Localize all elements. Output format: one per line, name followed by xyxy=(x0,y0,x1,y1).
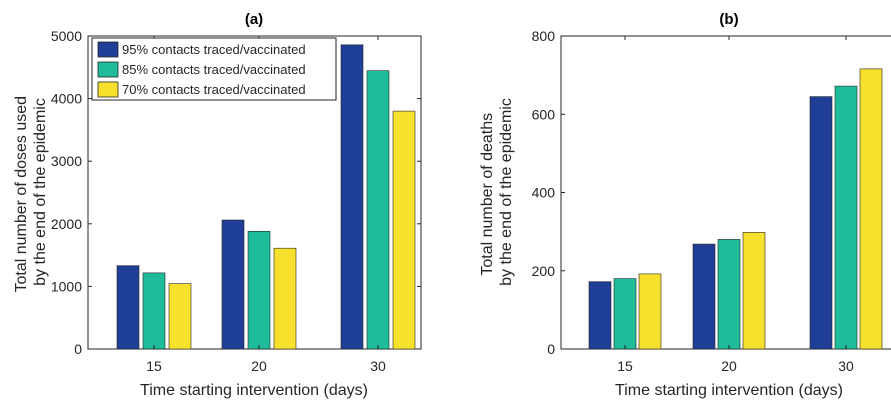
bar-panel-b-series-1-30 xyxy=(834,85,858,350)
bar-panel-a-series-1-20 xyxy=(247,231,271,350)
y-tick-label-a-5000: 5000 xyxy=(51,28,82,44)
panel-a-bars xyxy=(116,44,416,350)
bar-panel-b-series-0-15 xyxy=(588,281,612,350)
panel-a-y-axis-label: Total number of doses used by the end of… xyxy=(13,91,49,292)
y-tick-label-b-600: 600 xyxy=(532,106,556,122)
x-tick-label-b-30: 30 xyxy=(838,358,854,374)
bar-panel-b-series-2-30 xyxy=(859,68,883,350)
panel-a-y-axis-label-line2: by the end of the epidemic xyxy=(32,98,49,286)
panel-b-title: (b) xyxy=(719,11,738,28)
y-tick-label-b-800: 800 xyxy=(532,28,556,44)
y-tick-label-b-200: 200 xyxy=(532,263,556,279)
y-tick-label-a-3000: 3000 xyxy=(51,153,82,169)
x-tick-label-a-30: 30 xyxy=(370,358,386,374)
y-tick-label-b-400: 400 xyxy=(532,185,556,201)
panel-a-x-axis-label: Time starting intervention (days) xyxy=(140,382,368,399)
legend-label-85: 85% contacts traced/vaccinated xyxy=(122,62,306,77)
bar-panel-a-series-2-20 xyxy=(273,247,297,350)
legend-label-95: 95% contacts traced/vaccinated xyxy=(122,42,306,57)
chart-panel-a: (a) 0 1000 2000 3000 4000 5000 15 20 30 Time st… xyxy=(13,11,422,399)
panel-b-y-ticks: 0 200 400 600 800 xyxy=(532,28,565,357)
panel-a-y-axis-label-line1: Total number of doses used xyxy=(13,96,30,293)
y-tick-label-a-0: 0 xyxy=(74,341,82,357)
bar-panel-a-series-0-15 xyxy=(116,265,140,350)
panel-b-bars xyxy=(588,68,883,350)
panel-a-y-ticks: 0 1000 2000 3000 4000 5000 xyxy=(51,28,421,357)
bar-panel-a-series-1-30 xyxy=(366,70,390,350)
panel-a-x-ticks: 15 20 30 xyxy=(146,36,386,374)
x-tick-label-b-20: 20 xyxy=(721,358,737,374)
bar-panel-b-series-1-15 xyxy=(613,278,637,350)
bar-panel-a-series-2-15 xyxy=(168,283,192,350)
bar-panel-a-series-0-30 xyxy=(340,44,364,350)
chart-panel-b: (b) 0 200 400 600 800 15 20 30 Time starting i… xyxy=(479,11,891,399)
panel-a-legend: 95% contacts traced/vaccinated 85% conta… xyxy=(91,37,337,101)
bar-panel-b-series-2-20 xyxy=(742,232,766,350)
panel-b-x-ticks: 15 20 30 xyxy=(617,36,854,374)
panel-b-y-axis-label: Total number of deaths by the end of the… xyxy=(479,98,515,286)
bar-panel-b-series-2-15 xyxy=(638,273,662,350)
legend-box xyxy=(91,37,337,101)
bar-panel-a-series-0-20 xyxy=(221,219,245,350)
legend-swatch-95 xyxy=(97,41,119,58)
x-tick-label-a-15: 15 xyxy=(146,358,162,374)
panel-b-y-axis-label-line1: Total number of deaths xyxy=(479,113,496,276)
legend-swatch-70 xyxy=(97,81,119,98)
panel-a-title: (a) xyxy=(245,11,263,28)
bar-panel-a-series-1-15 xyxy=(142,272,166,350)
y-tick-label-a-1000: 1000 xyxy=(51,278,82,294)
y-tick-label-a-4000: 4000 xyxy=(51,91,82,107)
legend-label-70: 70% contacts traced/vaccinated xyxy=(122,82,306,97)
bar-panel-b-series-0-30 xyxy=(809,96,833,350)
panel-b-y-axis-label-line2: by the end of the epidemic xyxy=(498,98,515,286)
bar-panel-a-series-2-30 xyxy=(392,110,416,350)
bar-panel-b-series-1-20 xyxy=(717,239,741,350)
y-tick-label-a-2000: 2000 xyxy=(51,216,82,232)
x-tick-label-a-20: 20 xyxy=(251,358,267,374)
panel-b-x-axis-label: Time starting intervention (days) xyxy=(615,382,843,399)
y-tick-label-b-0: 0 xyxy=(547,341,555,357)
x-tick-label-b-15: 15 xyxy=(617,358,633,374)
bar-panel-b-series-0-20 xyxy=(692,243,716,350)
legend-swatch-85 xyxy=(97,61,119,78)
